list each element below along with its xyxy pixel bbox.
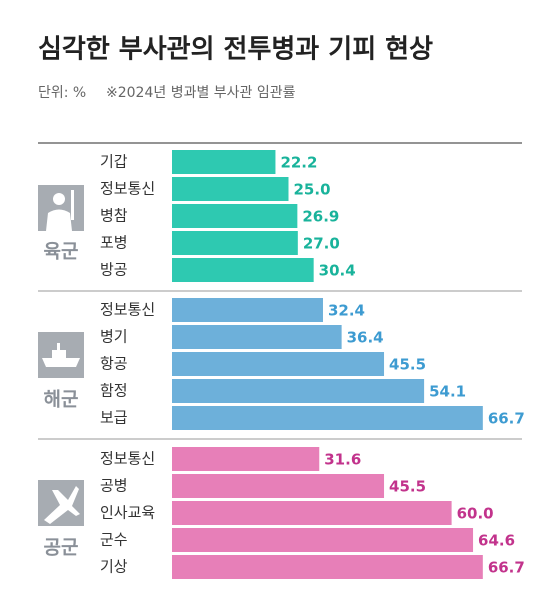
chart-title: 심각한 부사관의 전투병과 기피 현상 bbox=[38, 35, 433, 65]
category-label: 병기 bbox=[100, 328, 128, 346]
note: ※2024년 병과별 부사관 임관률 bbox=[106, 85, 296, 101]
unit: 단위: % bbox=[38, 85, 86, 101]
category-label: 포병 bbox=[100, 234, 128, 252]
value-label: 32.4 bbox=[328, 302, 365, 320]
category-label: 정보통신 bbox=[100, 180, 155, 198]
bar bbox=[172, 177, 289, 201]
category-label: 함정 bbox=[100, 382, 128, 400]
bar bbox=[172, 501, 452, 525]
category-label: 보급 bbox=[100, 409, 128, 427]
category-label: 인사교육 bbox=[100, 504, 155, 522]
value-label: 30.4 bbox=[319, 262, 356, 280]
category-label: 정보통신 bbox=[100, 450, 155, 468]
bar bbox=[172, 325, 342, 349]
value-label: 25.0 bbox=[294, 181, 331, 199]
value-label: 26.9 bbox=[302, 208, 339, 226]
value-label: 64.6 bbox=[478, 532, 515, 550]
bar bbox=[172, 406, 483, 430]
value-label: 31.6 bbox=[324, 451, 361, 469]
army-icon bbox=[38, 185, 84, 231]
bar bbox=[172, 231, 298, 255]
group-name: 육군 bbox=[44, 241, 79, 263]
category-label: 기상 bbox=[100, 558, 128, 576]
bar bbox=[172, 528, 474, 552]
bar bbox=[172, 352, 385, 376]
bar bbox=[172, 150, 276, 174]
bar bbox=[172, 447, 320, 471]
bar bbox=[172, 474, 385, 498]
value-label: 22.2 bbox=[280, 154, 317, 172]
value-label: 45.5 bbox=[389, 478, 426, 496]
value-label: 45.5 bbox=[389, 356, 426, 374]
category-label: 군수 bbox=[100, 531, 128, 549]
group-name: 공군 bbox=[44, 537, 79, 559]
bar bbox=[172, 204, 298, 228]
bar bbox=[172, 258, 314, 282]
value-label: 54.1 bbox=[429, 383, 466, 401]
value-label: 66.7 bbox=[488, 410, 525, 428]
value-label: 66.7 bbox=[488, 559, 525, 577]
value-label: 27.0 bbox=[303, 235, 340, 253]
value-label: 60.0 bbox=[457, 505, 494, 523]
category-label: 정보통신 bbox=[100, 301, 155, 319]
bar bbox=[172, 555, 483, 579]
category-label: 공병 bbox=[100, 477, 128, 495]
category-label: 방공 bbox=[100, 261, 128, 279]
bar bbox=[172, 298, 323, 322]
navy-icon bbox=[38, 332, 84, 378]
bar bbox=[172, 379, 425, 403]
value-label: 36.4 bbox=[347, 329, 384, 347]
airforce-icon bbox=[38, 480, 84, 526]
category-label: 병참 bbox=[100, 207, 128, 225]
category-label: 기갑 bbox=[100, 153, 128, 171]
group-name: 해군 bbox=[44, 389, 79, 411]
category-label: 항공 bbox=[100, 355, 128, 373]
